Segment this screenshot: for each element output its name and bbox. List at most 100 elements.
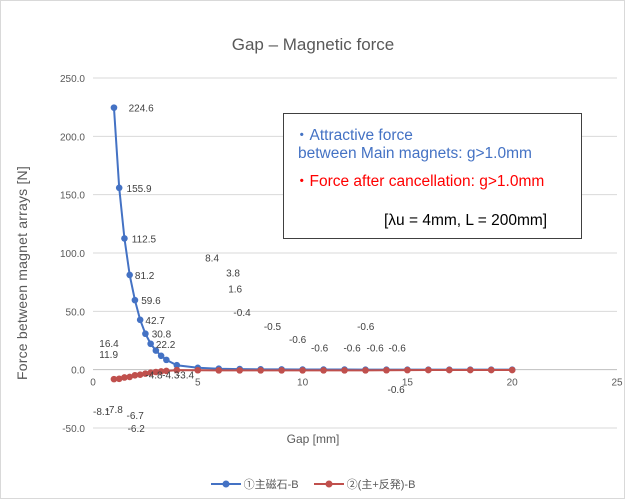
series-2-point (142, 370, 149, 377)
x-tick-label-3: 15 (402, 378, 414, 389)
series-2-data-label: -3.4 (177, 370, 195, 381)
series-2-point (320, 367, 327, 374)
annotation-box: ・Attractive force between Main magnets: … (283, 113, 582, 239)
series-2-data-label: -0.6 (289, 335, 307, 346)
series-2-point (257, 367, 264, 374)
series-1-data-label: 224.6 (129, 104, 154, 115)
series-1-data-label: 3.8 (226, 268, 240, 279)
series-2-point (487, 366, 495, 374)
series-2-point (404, 366, 411, 374)
legend-label-series-2: ②(主+反発)-B (346, 479, 416, 491)
legend-item-series-2: ②(主+反発)-B (313, 476, 416, 492)
series-2-point (215, 367, 223, 374)
series-1-data-label: 112.5 (132, 234, 157, 245)
series-2-point (115, 375, 123, 383)
series-2-point (194, 366, 202, 374)
series-2-point (425, 366, 432, 374)
series-2-point (147, 369, 154, 377)
series-2-point (131, 371, 139, 379)
series-2-point (299, 367, 306, 374)
series (110, 104, 516, 383)
series-2-data-label: -0.5 (264, 322, 282, 333)
x-axis-label: Gap [mm] (286, 432, 340, 446)
x-tick-label-2: 10 (297, 378, 309, 389)
y-tick-label-3: 100.0 (60, 249, 85, 260)
series-1-data-label: 11.9 (99, 350, 118, 361)
series-1-point (126, 271, 133, 279)
series-2-point (508, 366, 516, 374)
y-tick-label-6: 250.0 (60, 74, 85, 85)
series-2-point (446, 366, 453, 374)
y-tick-label-0: -50.0 (62, 424, 85, 435)
y-tick-label-1: 0.0 (71, 366, 85, 377)
series-1-data-label: 16.4 (99, 339, 119, 350)
legend-label-series-1: ①主磁石-B (243, 479, 299, 491)
series-1-point (142, 330, 149, 338)
series-1-data-label: 30.8 (152, 330, 172, 341)
series-2-data-label: -0.6 (357, 322, 375, 333)
series-2-data-label: -0.6 (367, 344, 385, 355)
y-tick-label-4: 150.0 (60, 191, 85, 202)
series-1-point (121, 235, 128, 242)
annotation-line-4: [λu = 4mm, L = 200mm] (384, 212, 548, 229)
series-2-point (278, 367, 285, 374)
legend-item-series-1: ①主磁石-B (210, 476, 299, 492)
series-2-point (157, 368, 165, 375)
series-2-point (341, 367, 348, 374)
series-2-data-label: -6.7 (127, 411, 145, 422)
x-tick-label-0: 0 (90, 378, 96, 389)
y-tick-label-2: 50.0 (66, 307, 86, 318)
series-2-data-label: -7.8 (106, 405, 124, 416)
series-2-data-label: -8.1 (93, 407, 111, 418)
series-1-point (115, 184, 123, 192)
y-tick-label-5: 200.0 (60, 132, 85, 143)
series-2-point (152, 368, 160, 376)
series-1-data-label: 22.2 (156, 340, 176, 351)
series-1-data-label: 155.9 (127, 184, 152, 195)
series-2-point (466, 366, 474, 374)
series-1-data-label: 1.6 (228, 285, 242, 296)
series-2-point (173, 366, 181, 374)
series-2-point (136, 371, 144, 378)
legend-marker-series-2-icon (313, 480, 344, 488)
x-tick-label-4: 20 (507, 378, 519, 389)
series-2-point (126, 373, 133, 381)
series-1-point (157, 352, 165, 360)
series-2-point (383, 366, 390, 374)
series-2-data-label: -4.8 (145, 370, 163, 381)
series-1-point (136, 316, 144, 324)
series-2-data-label: -0.6 (389, 344, 407, 355)
chart-title: Gap – Magnetic force (231, 35, 395, 54)
legend-marker-series-1-icon (210, 480, 241, 488)
series-2-point (362, 367, 369, 374)
series-1-data-label: 59.6 (141, 296, 161, 307)
series-2 (110, 366, 516, 383)
series-2-data-label: -0.6 (311, 344, 329, 355)
legend: ①主磁石-B ②(主+反発)-B (0, 476, 626, 492)
data-labels: 224.6155.9112.581.259.642.730.822.216.41… (93, 104, 406, 435)
series-2-point (236, 367, 244, 374)
series-2-data-label: -6.2 (128, 424, 146, 435)
series-1-point (152, 347, 160, 354)
series-2-point (163, 367, 170, 375)
series-2-data-label: -0.6 (387, 385, 405, 396)
series-2-point (110, 375, 118, 383)
series-1-point (110, 104, 118, 111)
annotation-line-3: ・Force after cancellation: g>1.0mm (294, 173, 545, 190)
series-1-point (147, 340, 154, 348)
x-tick-label-1: 5 (195, 378, 201, 389)
series-1-data-label: 81.2 (135, 271, 155, 282)
annotation-line-1: ・Attractive force (294, 127, 413, 144)
series-2-data-label: -0.6 (343, 344, 361, 355)
series-1-data-label: 42.7 (145, 316, 165, 327)
series-2-point (121, 374, 128, 381)
series-1-point (173, 361, 181, 369)
annotation-line-2: between Main magnets: g>1.0mm (298, 145, 532, 162)
series-2-data-label: -4.3 (162, 370, 180, 381)
series-1-point (131, 296, 139, 304)
x-tick-label-5: 25 (611, 378, 623, 389)
series-1-data-label: 8.4 (205, 254, 219, 265)
series-2-data-label: -0.4 (233, 308, 251, 319)
